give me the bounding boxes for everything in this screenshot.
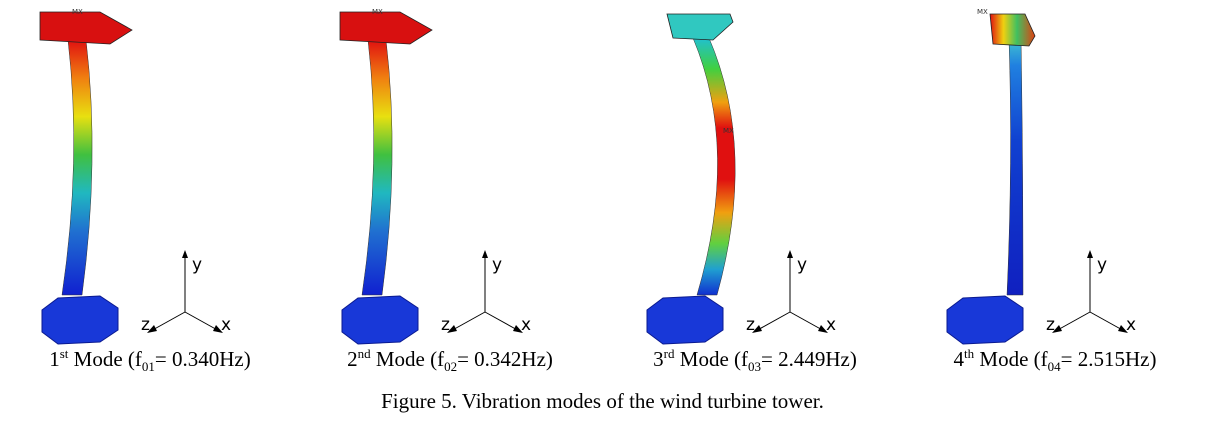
axis-label: y	[797, 255, 807, 275]
nacelle	[989, 13, 1036, 47]
frequency-index: 02	[444, 359, 458, 375]
caption-text: Mode (f	[974, 347, 1048, 371]
node-marker: MX	[723, 127, 734, 135]
axis-arrow	[447, 325, 457, 333]
tower-base	[646, 295, 724, 345]
tower-shaft	[692, 37, 736, 296]
axis-label: z	[746, 315, 755, 335]
axis-label: x	[521, 315, 531, 335]
mode-caption: 4th Mode (f04= 2.515Hz)	[905, 346, 1205, 375]
axis-arrow	[1052, 325, 1062, 333]
tower-base	[341, 295, 419, 345]
frequency: = 0.342Hz)	[457, 347, 553, 371]
ordinal: st	[59, 346, 69, 361]
axis-arrow	[213, 325, 223, 333]
node-marker: MX	[72, 8, 83, 16]
tower-base	[41, 295, 119, 345]
tower-shaft	[61, 39, 93, 296]
axis-label: z	[441, 315, 450, 335]
tower-shaft	[361, 39, 393, 296]
axis-arrow	[513, 325, 523, 333]
axis-label: y	[192, 255, 202, 275]
mode-number: 3	[653, 347, 664, 371]
mode-drawing: MX y z x	[39, 8, 231, 345]
axis-label: y	[1097, 255, 1107, 275]
mode-number: 4	[953, 347, 965, 371]
node-marker: MX	[372, 8, 383, 16]
frequency: = 2.515Hz)	[1060, 347, 1157, 371]
mode-drawing: MX y z x	[946, 8, 1136, 345]
axis-label: x	[1126, 315, 1136, 335]
figure-caption: Figure 5. Vibration modes of the wind tu…	[381, 389, 824, 413]
ordinal: th	[964, 346, 975, 361]
mode-number: 2	[347, 347, 358, 371]
axis-arrow	[752, 325, 762, 333]
nacelle	[666, 13, 734, 41]
nacelle	[339, 11, 433, 45]
mode-caption: 3rd Mode (f03= 2.449Hz)	[605, 346, 905, 375]
tower-base	[946, 295, 1024, 345]
mode-panel: MX y z x 4th Mode (f04= 2.515Hz)	[905, 0, 1205, 385]
axis-label: z	[141, 315, 150, 335]
frequency-index: 01	[141, 359, 155, 375]
ordinal: rd	[663, 346, 675, 361]
caption-text: Mode (f	[674, 347, 748, 371]
caption-text: Mode (f	[370, 347, 445, 371]
mode-caption: 1st Mode (f01= 0.340Hz)	[0, 346, 300, 375]
axis-label: z	[1046, 315, 1055, 335]
axis-arrow	[482, 250, 488, 258]
axis-arrow	[182, 250, 188, 258]
axis-label: x	[826, 315, 836, 335]
tower-shaft	[1006, 39, 1024, 296]
mode-number: 1	[49, 347, 60, 371]
frequency: = 2.449Hz)	[761, 347, 857, 371]
caption-text: Mode (f	[68, 347, 142, 371]
mode-drawing: MX y z x	[646, 13, 836, 345]
frequency: = 0.340Hz)	[154, 347, 251, 371]
axis-arrow	[818, 325, 828, 333]
ordinal: nd	[357, 346, 371, 361]
frequency-index: 03	[748, 359, 761, 375]
axis-arrow	[147, 325, 157, 333]
mode-panel: MX y z x 1st Mode (f01= 0.340Hz)	[0, 0, 300, 385]
axis-arrow	[787, 250, 793, 258]
axis-arrow	[1087, 250, 1093, 258]
mode-panel: MX y z x 3rd Mode (f03= 2.449Hz)	[605, 0, 905, 385]
frequency-index: 04	[1047, 359, 1061, 375]
mode-caption: 2nd Mode (f02= 0.342Hz)	[300, 346, 600, 375]
node-marker: MX	[977, 8, 988, 16]
axis-arrow	[1118, 325, 1128, 333]
nacelle	[39, 11, 133, 45]
axis-label: y	[492, 255, 502, 275]
mode-panel: MX y z x 2nd Mode (f02= 0.342Hz)	[300, 0, 600, 385]
axis-label: x	[221, 315, 231, 335]
mode-drawing: MX y z x	[339, 8, 531, 345]
